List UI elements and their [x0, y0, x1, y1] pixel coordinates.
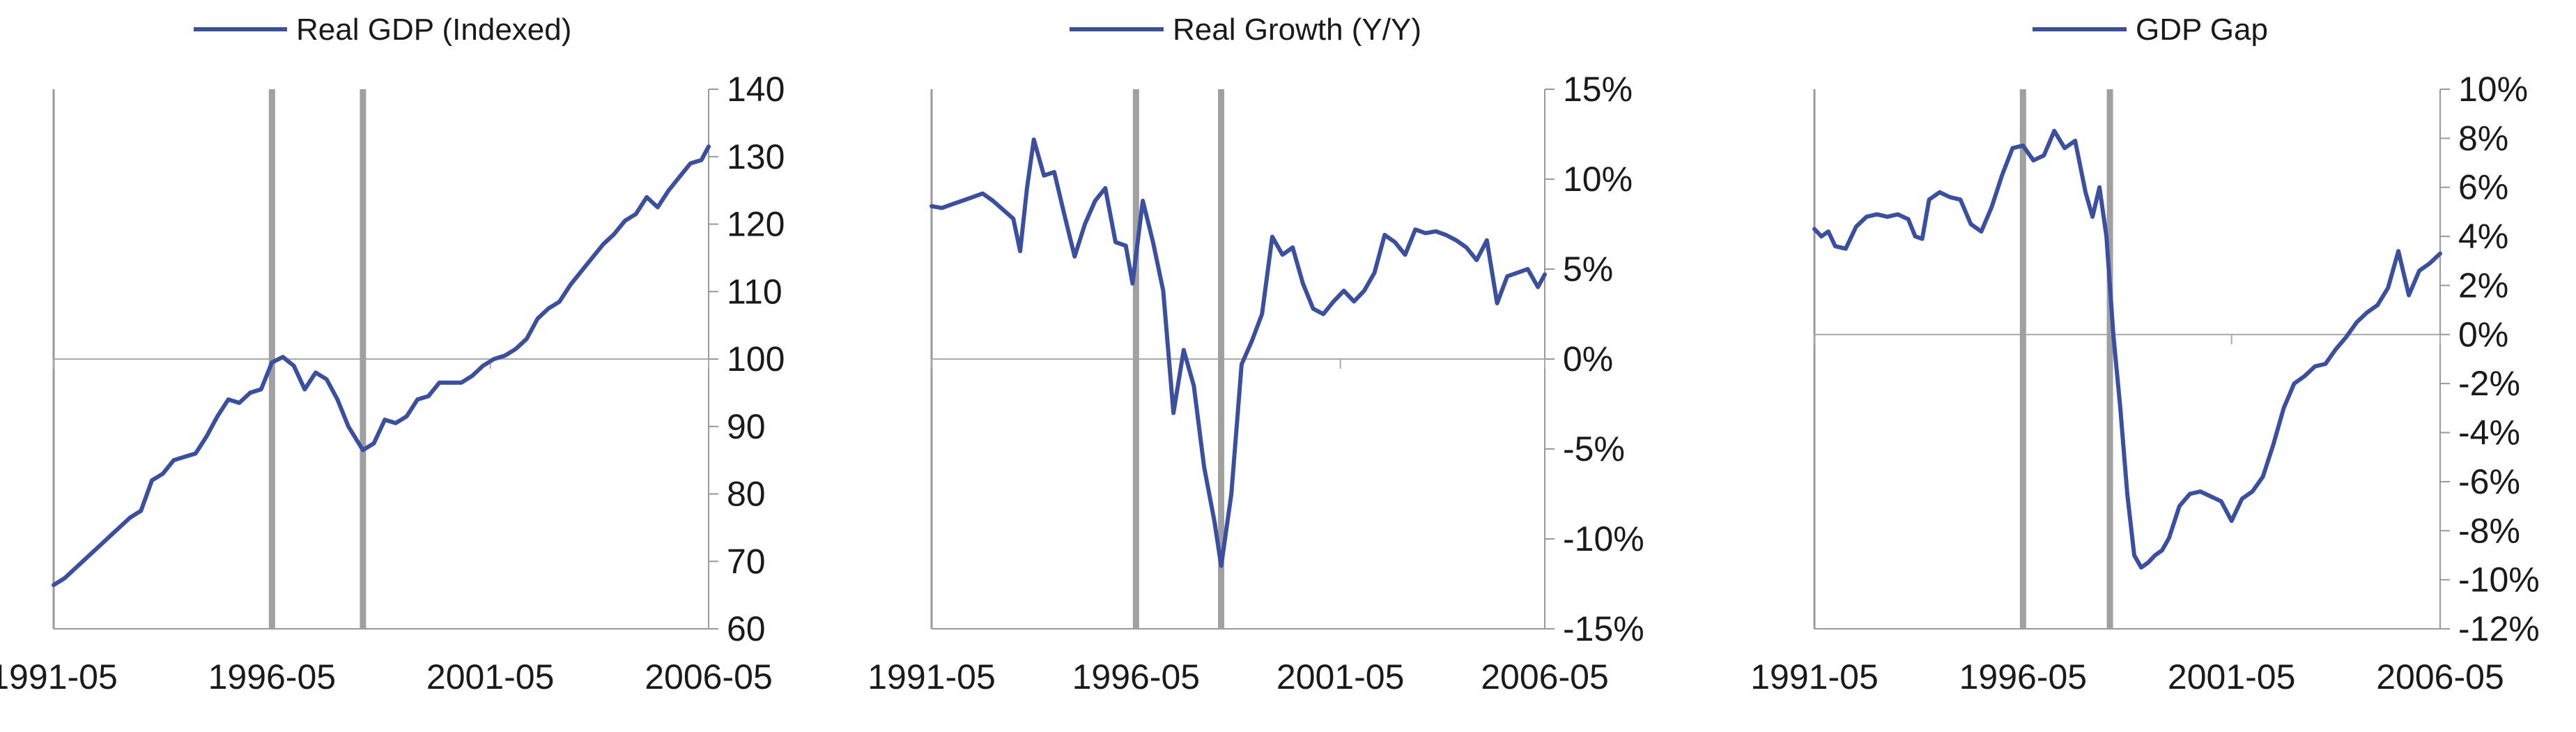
x-tick-label: 2001-05 — [2168, 657, 2296, 696]
y-tick-label: 15% — [1563, 70, 1633, 109]
y-tick-label: 4% — [2458, 217, 2508, 256]
legend: GDP Gap — [2033, 13, 2268, 47]
series-line — [930, 137, 1547, 568]
y-tick-label: -6% — [2458, 462, 2520, 501]
x-tick-label: 2006-05 — [645, 657, 773, 696]
y-tick-label: -4% — [2458, 413, 2520, 452]
x-tick-label: 2006-05 — [1481, 657, 1609, 696]
chart-panel-3: GDP Gap 1991-05 1996-05 2001-05 2006-05 -12% -… — [1750, 13, 2539, 696]
y-tick-label: 2% — [2458, 266, 2508, 305]
y-tick-label: 80 — [727, 475, 766, 514]
legend: Real Growth (Y/Y) — [1070, 13, 1421, 47]
y-tick-label: -2% — [2458, 364, 2520, 403]
x-tick-label: 1991-05 — [0, 657, 118, 696]
chart-panel-1: Real GDP (Indexed) 1991-05 1996-05 2001-05 2… — [0, 13, 785, 696]
y-tick-label: 0% — [1563, 340, 1613, 379]
y-tick-label: -10% — [1563, 519, 1644, 558]
y-tick-label: 10% — [2458, 70, 2528, 109]
legend-label: Real GDP (Indexed) — [296, 13, 571, 47]
y-tick-label: 90 — [727, 407, 766, 446]
series-line — [52, 144, 711, 588]
legend: Real GDP (Indexed) — [194, 13, 571, 47]
y-tick-label: 130 — [727, 137, 785, 176]
y-tick-label: 60 — [727, 609, 766, 648]
y-tick-label: 6% — [2458, 168, 2508, 207]
x-tick-label: 2001-05 — [1277, 657, 1405, 696]
legend-label: Real Growth (Y/Y) — [1173, 13, 1421, 47]
y-tick-label: -8% — [2458, 511, 2520, 550]
x-tick-label: 1991-05 — [1750, 657, 1879, 696]
y-tick-label: 140 — [727, 70, 785, 109]
x-tick-label: 1996-05 — [1072, 657, 1201, 696]
y-tick-label: 120 — [727, 205, 785, 244]
y-tick-label: -5% — [1563, 429, 1625, 468]
y-tick-label: 110 — [727, 272, 782, 311]
y-tick-label: -10% — [2458, 561, 2540, 600]
y-tick-label: 0% — [2458, 315, 2508, 354]
y-tick-label: 8% — [2458, 119, 2508, 158]
x-tick-label: 2001-05 — [426, 657, 555, 696]
legend-label: GDP Gap — [2136, 13, 2268, 47]
chart-panel-2: Real Growth (Y/Y) 1991-05 1996-05 2001-05 20… — [867, 13, 1644, 696]
y-tick-label: 100 — [727, 340, 785, 379]
x-tick-label: 1996-05 — [1959, 657, 2088, 696]
y-tick-label: 10% — [1563, 160, 1633, 199]
x-tick-label: 1991-05 — [867, 657, 996, 696]
x-tick-label: 2006-05 — [2376, 657, 2504, 696]
y-tick-label: -12% — [2458, 609, 2540, 648]
x-tick-label: 1996-05 — [208, 657, 337, 696]
y-tick-label: 5% — [1563, 250, 1613, 289]
series-line — [1812, 128, 2442, 570]
y-tick-label: -15% — [1563, 609, 1644, 648]
y-tick-label: 70 — [727, 542, 766, 581]
